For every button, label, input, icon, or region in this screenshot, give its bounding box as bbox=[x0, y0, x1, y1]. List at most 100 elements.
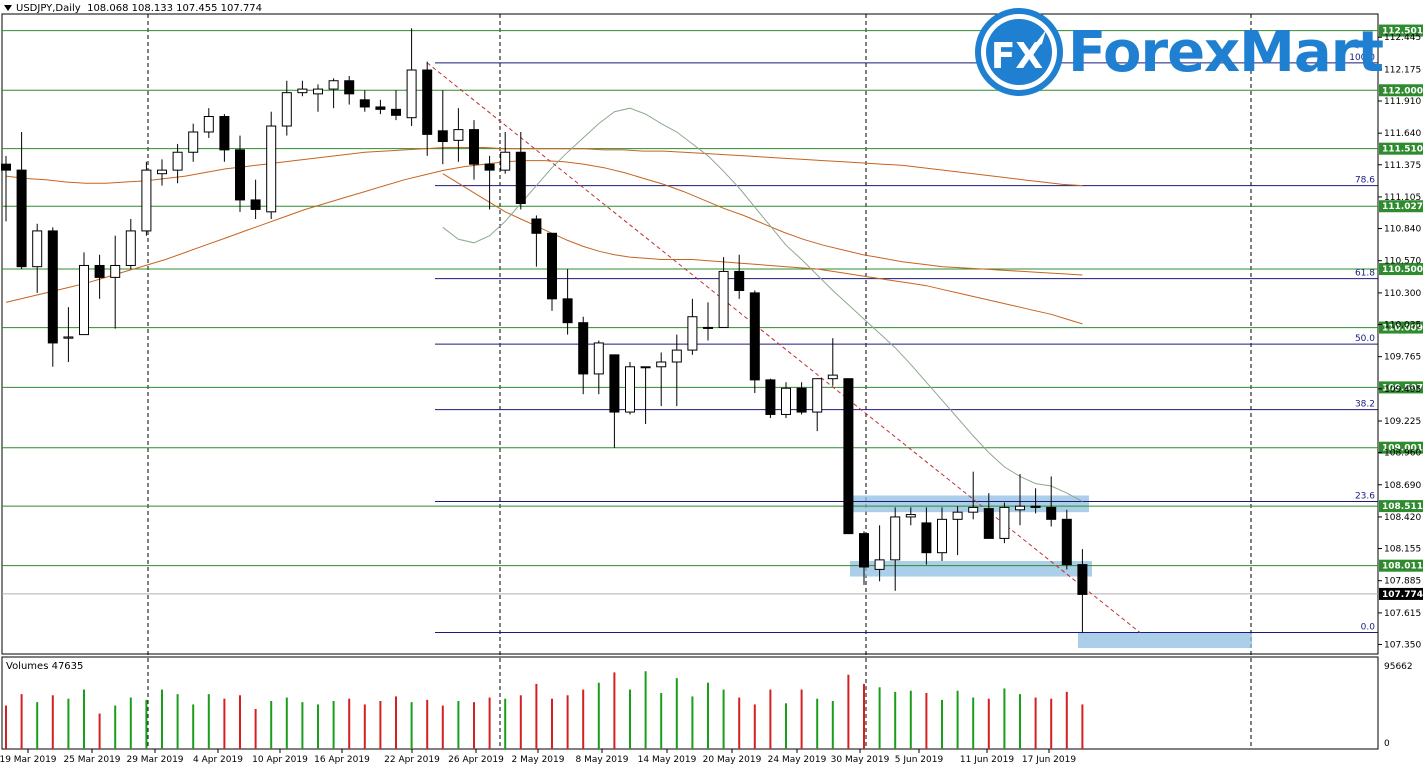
candle bbox=[281, 80, 292, 136]
candle-body bbox=[281, 92, 292, 127]
candle bbox=[219, 114, 230, 162]
x-tick-label: 8 May 2019 bbox=[576, 755, 629, 765]
moving-average-line bbox=[5, 147, 1083, 187]
candle bbox=[703, 302, 713, 341]
candle bbox=[905, 507, 916, 526]
level-tag bbox=[1379, 142, 1423, 155]
chart-header[interactable]: USDJPY,Daily 108.068 108.133 107.455 107… bbox=[4, 3, 262, 14]
candle bbox=[375, 99, 386, 115]
candle bbox=[437, 90, 448, 165]
candle bbox=[453, 108, 464, 162]
fib-label: 0.0 bbox=[1361, 623, 1376, 633]
candle bbox=[32, 223, 43, 293]
candle-body bbox=[1061, 518, 1072, 566]
candle bbox=[968, 471, 979, 520]
y-tick-label: 111.105 bbox=[1384, 193, 1421, 203]
level-tag-label: 108.511 bbox=[1382, 502, 1423, 512]
candle-body bbox=[890, 516, 901, 561]
candle-body bbox=[250, 199, 261, 210]
candle bbox=[515, 131, 526, 210]
candle-body bbox=[406, 69, 417, 119]
candle-body bbox=[47, 230, 58, 344]
candle bbox=[843, 378, 854, 535]
candle bbox=[16, 131, 27, 270]
x-tick-label: 24 May 2019 bbox=[768, 755, 827, 765]
resistance-zone bbox=[853, 495, 1089, 513]
level-tag-label: 108.011 bbox=[1382, 562, 1423, 572]
candle-body bbox=[422, 69, 433, 135]
candle-body bbox=[983, 508, 994, 539]
y-tick-label: 110.300 bbox=[1384, 289, 1421, 299]
moving-average-line bbox=[442, 173, 1083, 325]
candle bbox=[188, 123, 199, 162]
y-tick-label: 110.035 bbox=[1384, 320, 1421, 330]
candle bbox=[313, 84, 323, 112]
level-tag bbox=[1379, 200, 1423, 213]
candle-body bbox=[141, 169, 152, 232]
candle-body bbox=[531, 218, 542, 234]
fx-logo-icon: FX bbox=[975, 8, 1063, 96]
candle-body bbox=[375, 106, 386, 110]
candle bbox=[1077, 549, 1088, 633]
candle bbox=[765, 378, 776, 419]
candle-body bbox=[999, 506, 1010, 539]
candle bbox=[578, 316, 589, 395]
candle-body bbox=[203, 115, 214, 133]
candle bbox=[983, 493, 994, 539]
candle bbox=[172, 143, 183, 184]
candle bbox=[344, 75, 355, 105]
candle-body bbox=[63, 336, 74, 339]
collapse-triangle-icon[interactable] bbox=[4, 5, 12, 11]
x-tick-label: 16 Apr 2019 bbox=[314, 755, 370, 765]
y-tick-label: 111.640 bbox=[1384, 129, 1421, 139]
candle bbox=[827, 338, 838, 386]
candle bbox=[718, 257, 729, 328]
level-tag bbox=[1379, 500, 1423, 513]
candle-body bbox=[905, 514, 916, 518]
candle bbox=[1046, 476, 1057, 527]
candle-body bbox=[110, 264, 121, 278]
x-tick-label: 10 Apr 2019 bbox=[252, 755, 308, 765]
x-tick-label: 26 Apr 2019 bbox=[448, 755, 504, 765]
y-tick-label: 108.960 bbox=[1384, 449, 1421, 459]
candle-body bbox=[1, 163, 11, 171]
candle bbox=[749, 290, 760, 393]
current-price-label: 107.774 bbox=[1382, 590, 1423, 600]
y-tick-label: 108.155 bbox=[1384, 545, 1421, 555]
candle-body bbox=[952, 511, 963, 520]
candle-body bbox=[437, 130, 448, 143]
candle bbox=[125, 218, 136, 270]
candle bbox=[79, 252, 89, 336]
candle-body bbox=[453, 129, 464, 141]
candle bbox=[874, 525, 885, 582]
candle bbox=[796, 382, 807, 415]
candle bbox=[63, 307, 74, 363]
price-pane-frame bbox=[1, 13, 1379, 655]
candle bbox=[328, 78, 339, 109]
candle bbox=[1015, 474, 1025, 526]
candle-body bbox=[718, 270, 729, 328]
candle bbox=[547, 232, 557, 311]
candle-body bbox=[391, 108, 401, 116]
symbol-label: USDJPY,Daily bbox=[16, 3, 81, 14]
y-tick-label: 109.495 bbox=[1384, 385, 1421, 395]
candle bbox=[687, 298, 698, 355]
fib-label: 23.6 bbox=[1355, 491, 1375, 501]
candle bbox=[781, 382, 791, 419]
candle-body bbox=[1046, 506, 1057, 520]
candle bbox=[157, 159, 167, 186]
fib-trend-line bbox=[426, 62, 1141, 633]
level-tag-label: 112.501 bbox=[1382, 27, 1423, 37]
candle-body bbox=[188, 131, 199, 153]
candle bbox=[859, 531, 869, 585]
moving-average-line bbox=[442, 107, 1083, 502]
candle-body bbox=[625, 366, 635, 413]
y-tick-label: 109.225 bbox=[1384, 417, 1421, 427]
x-tick-label: 2 May 2019 bbox=[512, 755, 565, 765]
candle bbox=[531, 215, 542, 267]
candle bbox=[469, 120, 479, 180]
level-tag bbox=[1379, 321, 1423, 334]
y-tick-label: 107.885 bbox=[1384, 577, 1421, 587]
candle bbox=[640, 366, 651, 424]
candle-body bbox=[16, 169, 27, 268]
